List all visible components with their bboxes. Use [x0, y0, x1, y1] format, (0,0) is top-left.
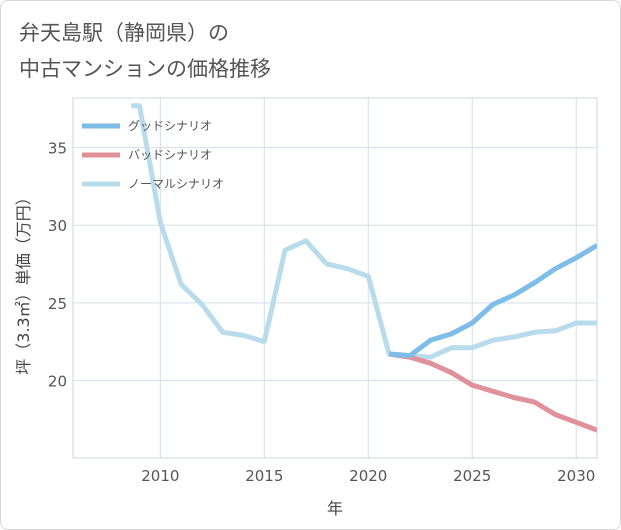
legend-label: グッドシナリオ — [128, 119, 212, 133]
x-tick-label: 2010 — [141, 467, 179, 485]
y-tick-label: 30 — [48, 217, 67, 235]
chart-title-line-2: 中古マンションの価格推移 — [19, 57, 271, 81]
series-line-1 — [388, 351, 597, 433]
plot-frame — [72, 97, 598, 459]
legend-label: バッドシナリオ — [128, 148, 212, 162]
x-axis-label: 年 — [327, 499, 343, 518]
chart-title: 弁天島駅（静岡県）の 中古マンションの価格推移 — [19, 15, 271, 87]
x-tick-label: 2020 — [349, 467, 387, 485]
series-line-0 — [388, 243, 597, 359]
x-tick-label: 2015 — [245, 467, 283, 485]
y-tick-label: 25 — [48, 295, 67, 313]
y-axis-label: 坪（3.3㎡）単価（万円） — [14, 189, 33, 374]
legend-label: ノーマルシナリオ — [128, 177, 224, 191]
y-tick-label: 20 — [48, 372, 67, 390]
series-line-2 — [131, 103, 597, 360]
x-tick-label: 2030 — [557, 467, 595, 485]
y-tick-label: 35 — [48, 140, 67, 158]
x-tick-label: 2025 — [453, 467, 491, 485]
chart-title-line-1: 弁天島駅（静岡県）の — [19, 21, 229, 45]
series-lines — [131, 103, 597, 433]
